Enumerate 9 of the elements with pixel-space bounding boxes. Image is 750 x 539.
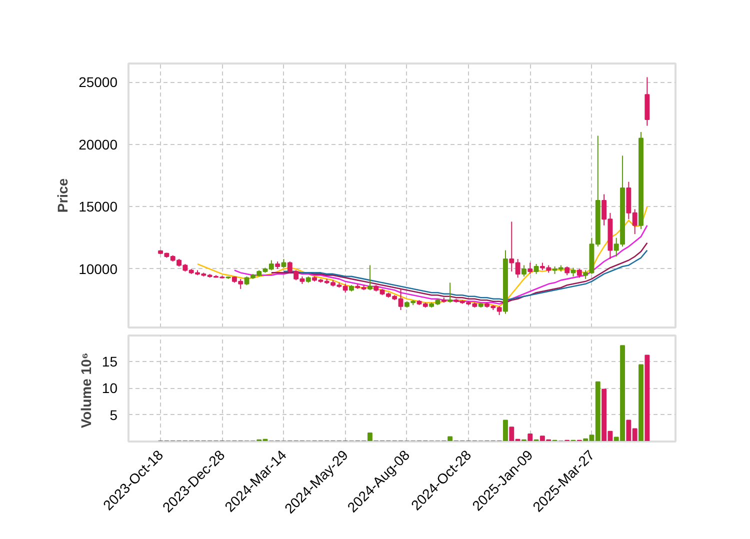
y-axis-title: Price (54, 178, 71, 213)
y-tick-label: 20000 (78, 136, 118, 152)
y-tick-label: 10000 (78, 260, 118, 277)
y-tick-label: 10 (102, 380, 118, 396)
y-axis-title: Volume 10⁶ (78, 352, 94, 428)
y-tick-label: 5 (110, 406, 118, 423)
y-tick-label: 25000 (78, 74, 118, 90)
y-tick-label: 15 (102, 354, 118, 370)
y-tick-label: 15000 (78, 198, 118, 215)
